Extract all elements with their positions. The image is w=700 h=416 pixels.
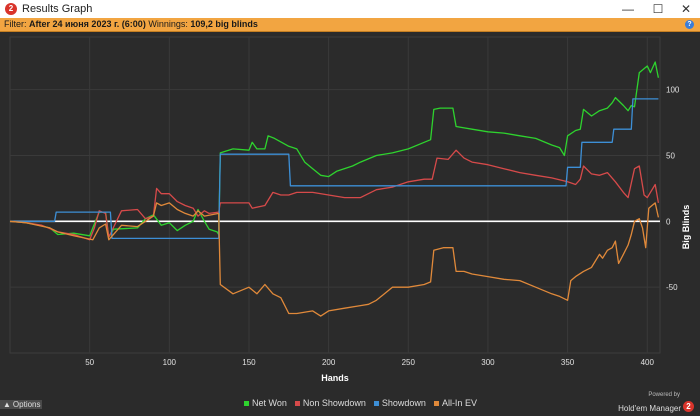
x-tick-label: 250 — [402, 358, 416, 367]
legend-swatch — [294, 401, 300, 407]
series-line-all-in-ev — [9, 202, 660, 317]
filter-bar: Filter: After 24 июня 2023 г. (6:00) Win… — [0, 18, 700, 32]
series-line-showdown — [10, 98, 659, 240]
legend-swatch — [244, 401, 249, 407]
close-button[interactable]: ✕ — [680, 2, 692, 16]
winnings-label: Winnings: — [148, 19, 188, 29]
filter-label: Filter: — [4, 19, 27, 29]
x-tick-label: 350 — [561, 358, 575, 367]
y-axis-label: Big Blinds — [681, 205, 691, 250]
x-axis-label: Hands — [321, 373, 349, 383]
legend-swatch — [433, 401, 439, 407]
x-tick-label: 400 — [641, 358, 655, 367]
chevron-up-icon: ▲ — [3, 400, 11, 409]
series-line-non-showdown — [9, 149, 660, 241]
x-tick-label: 150 — [242, 358, 256, 367]
powered-by: Powered by Hold'em Manager 2 — [618, 392, 694, 416]
legend-item: Showdown — [373, 398, 426, 408]
legend-item: Non Showdown — [294, 398, 366, 408]
legend-label: Showdown — [381, 398, 426, 408]
y-tick-label: -50 — [666, 283, 678, 292]
legend-label: Non Showdown — [302, 398, 366, 408]
legend-label: Net Won — [252, 398, 287, 408]
legend-item: All-In EV — [433, 398, 477, 408]
minimize-button[interactable]: — — [622, 2, 634, 16]
maximize-button[interactable]: ☐ — [652, 2, 664, 16]
filter-value: After 24 июня 2023 г. (6:00) — [29, 19, 146, 29]
powered-by-text: Powered by — [648, 392, 680, 398]
x-tick-label: 100 — [163, 358, 177, 367]
x-tick-label: 50 — [85, 358, 94, 367]
x-tick-label: 300 — [481, 358, 495, 367]
y-tick-label: 50 — [666, 152, 675, 161]
hm-brand-icon: 2 — [683, 401, 694, 413]
y-tick-label: 0 — [666, 217, 671, 226]
y-tick-label: 100 — [666, 86, 680, 95]
winnings-value: 109,2 big blinds — [190, 19, 258, 29]
window-title: Results Graph — [22, 3, 93, 15]
options-label: Options — [12, 400, 41, 409]
plot-frame — [9, 36, 661, 354]
help-icon[interactable]: ? — [685, 20, 694, 29]
chart-legend: Net Won Non Showdown Showdown All-In EV — [244, 398, 485, 409]
legend-item: Net Won — [244, 398, 287, 408]
legend-label: All-In EV — [441, 398, 477, 408]
legend-swatch — [373, 401, 379, 407]
x-tick-label: 200 — [322, 358, 336, 367]
series-line-net-won — [9, 61, 660, 238]
options-button[interactable]: ▲ Options — [0, 400, 42, 409]
title-bar: 2 Results Graph — ☐ ✕ — [0, 0, 700, 18]
hm-logo-icon: 2 — [5, 3, 17, 15]
